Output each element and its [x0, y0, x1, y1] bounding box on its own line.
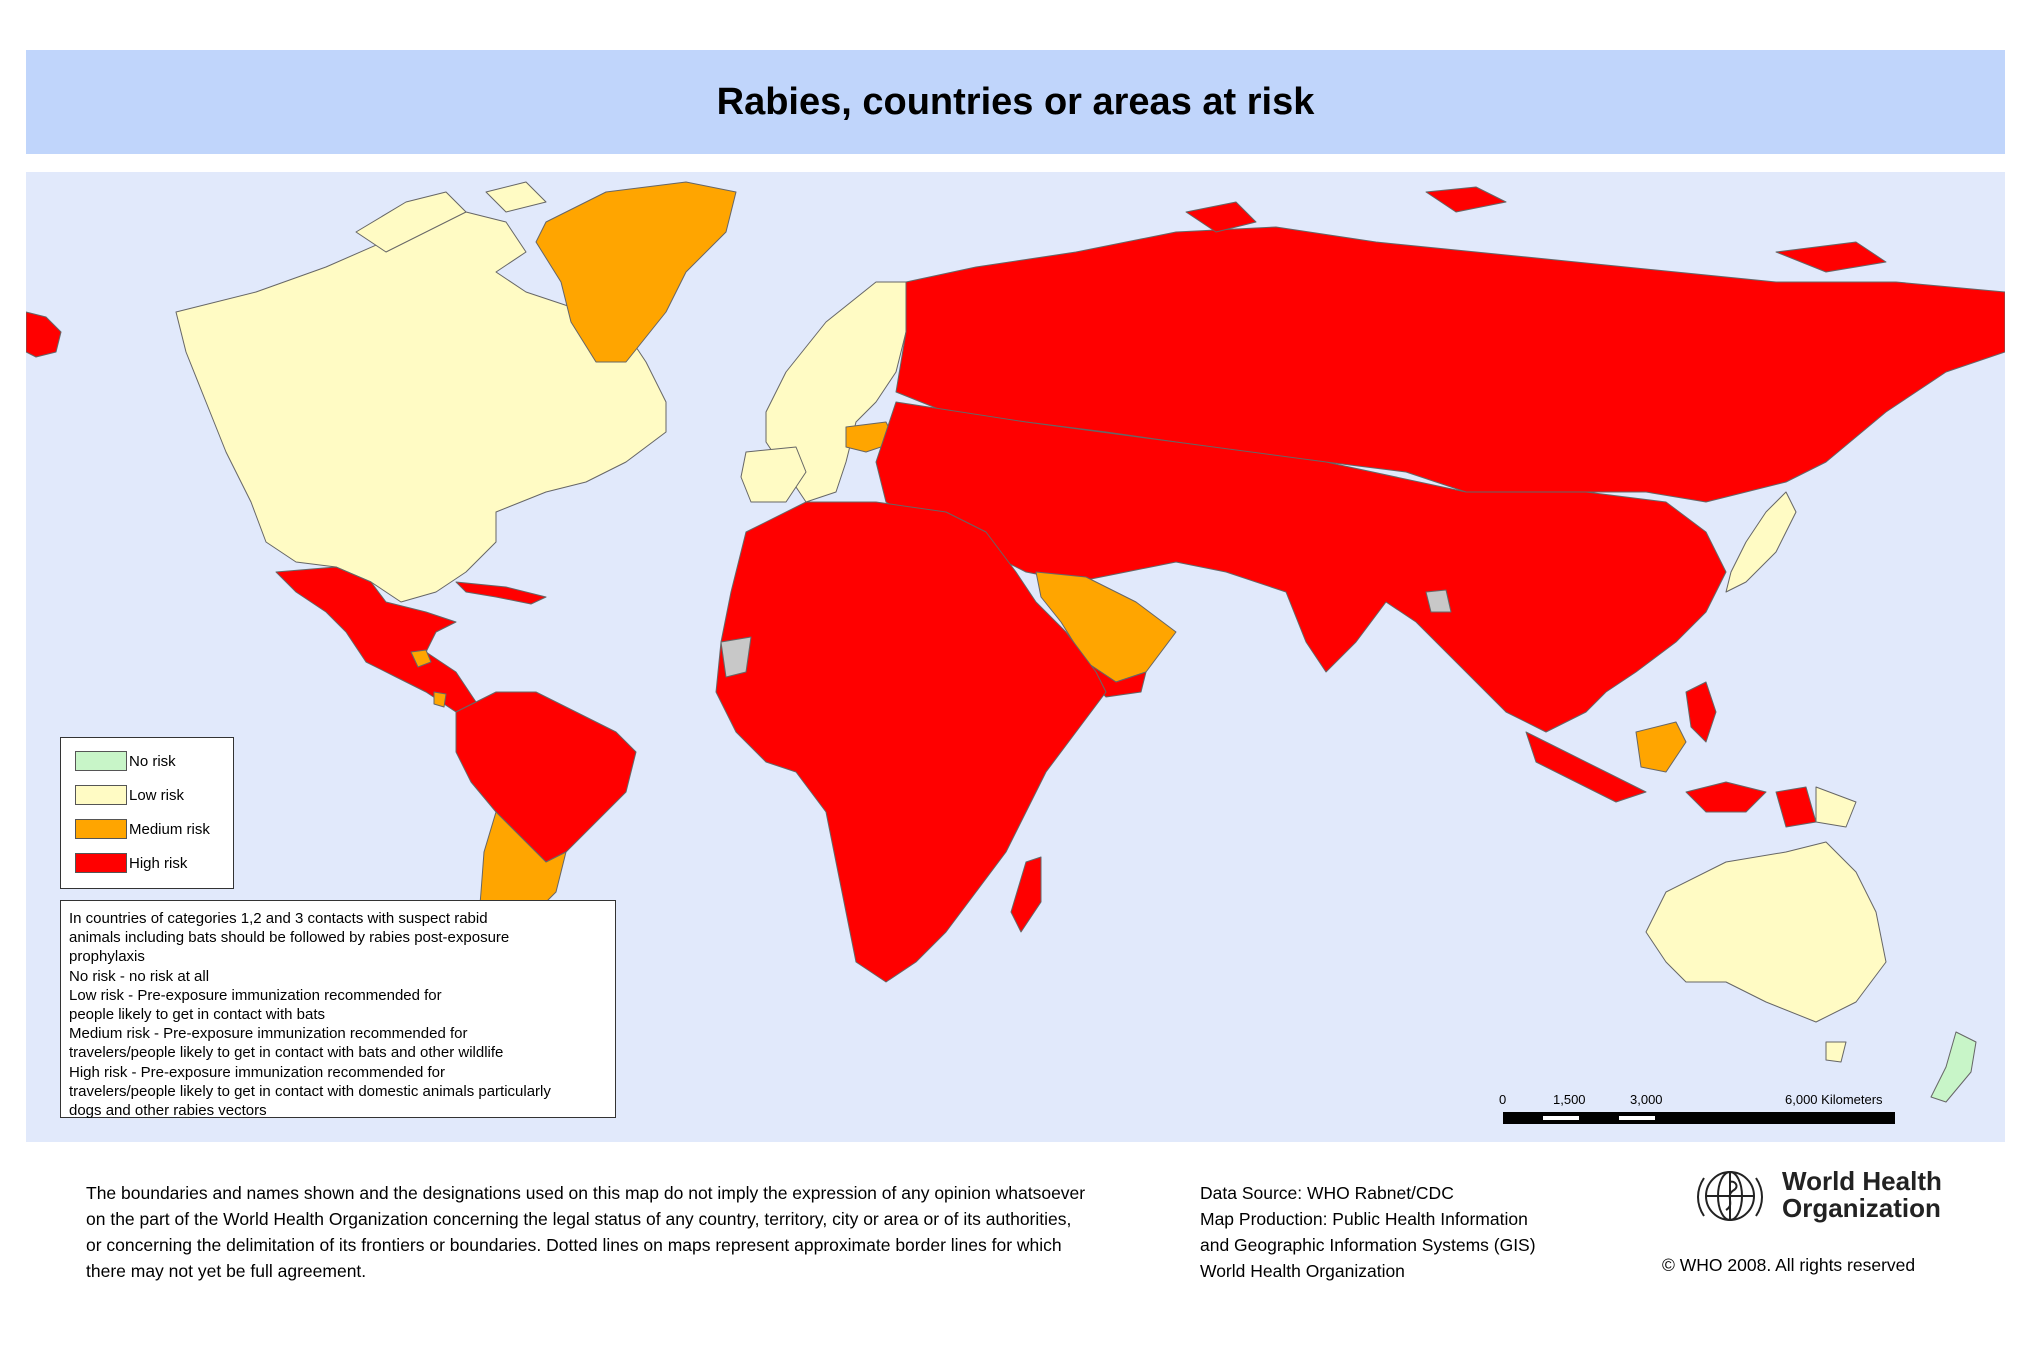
- who-logo-line1: World Health: [1782, 1166, 1942, 1196]
- notes-box: In countries of categories 1,2 and 3 con…: [60, 900, 616, 1120]
- legend-swatch-low-risk: [75, 785, 127, 805]
- legend-swatch-medium-risk: [75, 819, 127, 839]
- scale-bar-graphic: [1503, 1112, 1895, 1124]
- scale-segment: [1543, 1116, 1579, 1120]
- scale-label-6000: 6,000 Kilometers: [1785, 1092, 1883, 1107]
- legend-label: No risk: [129, 752, 176, 770]
- region-no-data-asia: [1425, 589, 1452, 613]
- notes-line: travelers/people likely to get in contac…: [69, 1044, 504, 1062]
- copyright: © WHO 2008. All rights reserved: [1662, 1255, 1916, 1275]
- region-greenland: [535, 181, 737, 363]
- world-map: No risk Low risk Medium risk High risk I…: [26, 172, 2005, 1142]
- credits-line: Data Source: WHO Rabnet/CDC: [1200, 1183, 1454, 1203]
- region-north-america: [175, 211, 667, 603]
- legend-item-medium-risk: Medium risk: [75, 818, 210, 840]
- region-tasmania: [1825, 1041, 1847, 1063]
- region-russia-islands: [1185, 186, 1887, 273]
- credits-line: Map Production: Public Health Informatio…: [1200, 1209, 1528, 1229]
- notes-line: High risk - Pre-exposure immunization re…: [69, 1063, 445, 1081]
- notes-line: Low risk - Pre-exposure immunization rec…: [69, 986, 442, 1004]
- region-madagascar: [1010, 856, 1042, 933]
- notes-line: people likely to get in contact with bat…: [69, 1006, 325, 1024]
- legend-item-high-risk: High risk: [75, 852, 187, 874]
- scale-label-1500: 1,500: [1553, 1092, 1586, 1107]
- notes-line: prophylaxis: [69, 948, 145, 966]
- notes-line: Medium risk - Pre-exposure immunization …: [69, 1025, 468, 1043]
- notes-line: dogs and other rabies vectors: [69, 1102, 267, 1120]
- legend-label: Low risk: [129, 786, 185, 804]
- disclaimer-line: there may not yet be full agreement.: [86, 1261, 367, 1281]
- notes-line: In countries of categories 1,2 and 3 con…: [69, 910, 488, 927]
- region-south-america: [455, 691, 637, 863]
- notes-line: travelers/people likely to get in contac…: [69, 1082, 551, 1100]
- scale-label-0: 0: [1499, 1092, 1507, 1107]
- legend-swatch-no-risk: [75, 751, 127, 771]
- region-philippines: [1685, 681, 1717, 743]
- legend-item-low-risk: Low risk: [75, 784, 184, 806]
- region-arctic-islands: [355, 181, 547, 253]
- map-title: Rabies, countries or areas at risk: [716, 81, 1315, 123]
- legend-item-no-risk: No risk: [75, 750, 176, 772]
- region-iberia: [740, 446, 807, 503]
- region-mexico: [275, 566, 477, 713]
- legend-label: Medium risk: [129, 820, 210, 838]
- legend-label: High risk: [129, 854, 188, 872]
- disclaimer: The boundaries and names shown and the d…: [86, 1180, 1166, 1284]
- notes-line: No risk - no risk at all: [69, 967, 210, 985]
- region-alaska: [26, 311, 62, 358]
- world-map-svg: [26, 181, 2005, 1103]
- scale-segment: [1619, 1116, 1655, 1120]
- disclaimer-line: The boundaries and names shown and the d…: [86, 1183, 1086, 1203]
- region-png: [1815, 786, 1857, 828]
- region-australia: [1645, 841, 1887, 1023]
- credits: Data Source: WHO Rabnet/CDC Map Producti…: [1200, 1180, 1536, 1284]
- title-bar: Rabies, countries or areas at risk: [26, 50, 2005, 154]
- region-asia-high: [875, 401, 1727, 733]
- legend-swatch-high-risk: [75, 853, 127, 873]
- who-logo-text: World Health Organization: [1782, 1168, 1942, 1222]
- disclaimer-line: or concerning the delimitation of its fr…: [86, 1235, 1062, 1255]
- who-logo-line2: Organization: [1782, 1193, 1941, 1223]
- region-western-sahara: [720, 636, 752, 678]
- region-new-zealand: [1930, 1031, 1977, 1103]
- credits-line: and Geographic Information Systems (GIS): [1200, 1235, 1536, 1255]
- notes-line: animals including bats should be followe…: [69, 929, 510, 947]
- region-papua: [1775, 786, 1817, 828]
- region-caribbean: [455, 581, 547, 605]
- legend: No risk Low risk Medium risk High risk: [60, 737, 234, 889]
- region-japan: [1725, 491, 1797, 593]
- scale-label-3000: 3,000: [1630, 1092, 1663, 1107]
- region-borneo: [1635, 721, 1687, 773]
- region-central-america-medium: [410, 649, 447, 708]
- region-indonesia: [1525, 731, 1767, 813]
- scale-bar: 0 1,500 3,000 6,000 Kilometers: [1495, 1092, 1905, 1132]
- who-emblem-icon: [1697, 1171, 1763, 1221]
- region-africa: [715, 501, 1107, 983]
- credits-line: World Health Organization: [1200, 1261, 1405, 1281]
- disclaimer-line: on the part of the World Health Organiza…: [86, 1209, 1072, 1229]
